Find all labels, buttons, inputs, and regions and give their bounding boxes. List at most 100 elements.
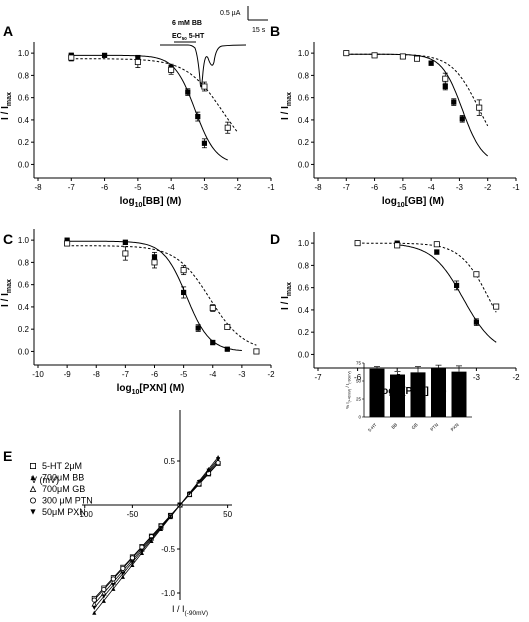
iv-point bbox=[129, 555, 135, 561]
data-point bbox=[253, 348, 260, 355]
panel-label-b: B bbox=[270, 23, 280, 39]
x-tick-label: -8 bbox=[93, 370, 101, 379]
data-point bbox=[224, 124, 231, 131]
bar-category-label: PTN bbox=[429, 422, 439, 432]
data-point bbox=[201, 140, 208, 146]
y-label-pre: % I bbox=[345, 402, 350, 409]
data-point bbox=[473, 319, 479, 325]
bar bbox=[451, 371, 467, 417]
data-point bbox=[122, 239, 128, 245]
y-axis-label-main: I / I bbox=[0, 293, 11, 307]
dose-response-chart-gb: -8 -7 -6 -5 -4 -3 -2 -1 0.0 0.2 0.4 0.6 0.8 1.0 log10[… bbox=[280, 42, 520, 209]
legend-marker bbox=[30, 509, 36, 515]
data-point bbox=[101, 52, 108, 58]
x-tick-label: -7 bbox=[314, 373, 322, 382]
x-tick-label: -7 bbox=[68, 183, 76, 192]
legend-label: 700μM GB bbox=[42, 484, 85, 494]
x-axis-label-pre: log bbox=[120, 196, 135, 207]
panel-label-e: E bbox=[3, 448, 12, 464]
x-axis-label-pre: log bbox=[117, 383, 132, 394]
fit-curve bbox=[67, 245, 257, 346]
data-point bbox=[493, 303, 500, 310]
data-point bbox=[454, 282, 460, 289]
y-axis-label-sub: max bbox=[286, 282, 293, 296]
y-tick-label: 0.8 bbox=[298, 71, 310, 80]
bar bbox=[410, 372, 426, 417]
data-point bbox=[451, 99, 457, 105]
y-axis-label: % I(+40mV) / I(-90mV) bbox=[345, 371, 352, 409]
x-tick-label: -4 bbox=[209, 370, 217, 379]
trace-annotation-line2: EC50 5-HT bbox=[172, 33, 205, 41]
x-tick-label: -3 bbox=[456, 183, 464, 192]
iv-point bbox=[91, 597, 97, 603]
legend-marker bbox=[29, 462, 36, 469]
iv-point bbox=[158, 525, 164, 530]
y-axis-label-main: I / I bbox=[280, 296, 291, 310]
scale-time-label: 15 s bbox=[252, 27, 266, 34]
data-point bbox=[394, 242, 401, 249]
fit-curve bbox=[71, 54, 228, 161]
data-point bbox=[185, 89, 191, 95]
data-point bbox=[433, 241, 440, 248]
bar bbox=[369, 368, 385, 417]
y-tick-label: 0.8 bbox=[18, 258, 30, 267]
x-axis-label: V (mV) bbox=[31, 475, 59, 485]
y-tick-label: 0 bbox=[358, 415, 361, 420]
x-axis-label-sub: 10 bbox=[132, 389, 140, 396]
data-point bbox=[181, 289, 187, 296]
iv-point bbox=[92, 610, 97, 615]
bar bbox=[431, 368, 446, 417]
data-point bbox=[434, 249, 440, 255]
bar-category-label: 5-HT bbox=[367, 422, 378, 433]
current-trace-inset: 6 mM BB EC50 5-HT 0.5 µA 15 s bbox=[160, 6, 268, 88]
x-tick-label: -10 bbox=[32, 370, 44, 379]
data-point bbox=[371, 52, 378, 59]
y-label-sub2: (-90mV) bbox=[348, 371, 352, 384]
y-tick-label: 0.2 bbox=[298, 328, 310, 337]
iv-point bbox=[120, 565, 126, 571]
y-tick-label: 0.0 bbox=[18, 160, 30, 169]
iv-point bbox=[101, 598, 106, 603]
x-tick-label: -7 bbox=[343, 183, 351, 192]
x-tick-label: -50 bbox=[127, 510, 139, 519]
x-tick-label: -2 bbox=[267, 370, 275, 379]
x-axis-label: log10[BB] (M) bbox=[120, 196, 182, 209]
x-tick-label: -9 bbox=[64, 370, 72, 379]
x-tick-label: -4 bbox=[428, 183, 436, 192]
iv-point bbox=[130, 562, 135, 567]
legend-marker bbox=[29, 497, 36, 504]
data-point bbox=[209, 305, 216, 312]
y-tick-label: 0.4 bbox=[298, 116, 310, 125]
fit-curve bbox=[357, 242, 497, 313]
y-axis-label: I / Imax bbox=[0, 92, 13, 120]
x-axis-label: log10[PXN] (M) bbox=[117, 383, 185, 396]
current-trace bbox=[160, 44, 247, 88]
panel-label-d: D bbox=[270, 231, 280, 247]
iv-point bbox=[206, 468, 211, 473]
x-tick-label: -5 bbox=[134, 183, 142, 192]
y-tick-label: 0.0 bbox=[298, 160, 310, 169]
scale-current-label: 0.5 µA bbox=[220, 10, 241, 17]
iv-point bbox=[149, 537, 154, 542]
fit-curve bbox=[346, 53, 489, 127]
y-tick-label: 1.0 bbox=[18, 49, 30, 58]
y-axis-label-sub: max bbox=[6, 279, 13, 293]
x-tick-label: -6 bbox=[101, 183, 109, 192]
y-label-sub1: (+40mV) bbox=[348, 389, 352, 403]
y-tick-label: 0.2 bbox=[18, 325, 30, 334]
y-axis-label: I / Imax bbox=[0, 279, 13, 307]
iv-point bbox=[110, 576, 116, 582]
iv-curve-chart: -100 -50 50 -1.0 -0.5 0.5 V (mV) I / I(-90mV) bbox=[31, 410, 233, 617]
x-tick-label: -6 bbox=[354, 373, 362, 382]
data-point bbox=[224, 323, 231, 330]
trace-annotation-line1: 6 mM BB bbox=[172, 20, 202, 27]
y-tick-label: 0.6 bbox=[18, 281, 30, 290]
x-tick-label: -2 bbox=[512, 373, 520, 382]
data-point bbox=[64, 237, 70, 243]
data-point bbox=[195, 113, 201, 120]
y-tick-label: 0.2 bbox=[298, 138, 310, 147]
bar-category-label: BB bbox=[390, 422, 398, 430]
x-axis-label: log10[GB] (M) bbox=[382, 196, 444, 209]
